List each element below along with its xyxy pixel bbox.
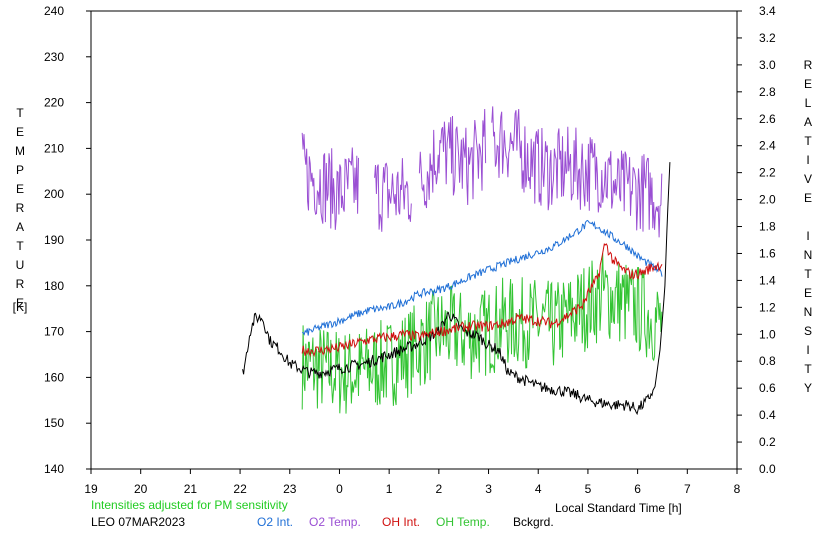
x-tick-label: 0 xyxy=(336,482,343,496)
x-tick-label: 23 xyxy=(283,482,297,496)
pm-note: Intensities adjusted for PM sensitivity xyxy=(91,498,288,512)
left-tick-label: 190 xyxy=(44,233,64,247)
o2-temp-line xyxy=(418,108,487,209)
x-tick-label: 8 xyxy=(734,482,741,496)
left-tick-label: 170 xyxy=(44,325,64,339)
right-tick-label: 1.2 xyxy=(759,300,776,314)
left-tick-label: 200 xyxy=(44,187,64,201)
o2-temp-line xyxy=(491,106,663,238)
axis-title-letter: A xyxy=(803,115,812,129)
station-date: LEO 07MAR2023 xyxy=(91,515,185,529)
x-tick-label: 2 xyxy=(436,482,443,496)
x-tick-label: 19 xyxy=(84,482,98,496)
axis-title-letter: R xyxy=(803,58,813,72)
axis-title-letter: T xyxy=(804,134,812,148)
axis-title-letter: V xyxy=(803,172,812,186)
oh-int-line xyxy=(301,243,663,358)
axis-title-letter: U xyxy=(15,258,25,272)
axis-title-letter: N xyxy=(803,305,813,319)
left-tick-label: 240 xyxy=(44,4,64,18)
right-axis-ticks: 0.0 0.2 0.4 0.6 0.8 1.0 1.2 1.4 1.6 1.8 2.0 2.2 2.4 2… xyxy=(737,4,776,476)
right-tick-label: 1.6 xyxy=(759,246,776,260)
left-axis-ticks: 140 150 160 170 180 190 200 210 220 230 240 xyxy=(44,4,91,476)
legend-item: Bckgrd. xyxy=(513,515,554,529)
left-tick-label: 180 xyxy=(44,279,64,293)
right-tick-label: 0.8 xyxy=(759,354,776,368)
axis-title-letter: E xyxy=(15,296,24,310)
axis-title-letter: E xyxy=(15,125,24,139)
axis-title-letter: I xyxy=(806,229,810,243)
x-tick-label: 20 xyxy=(134,482,148,496)
axis-title-letter: T xyxy=(16,239,24,253)
legend-item: OH Temp. xyxy=(436,515,490,529)
left-tick-label: 160 xyxy=(44,370,64,384)
axis-title-letter: M xyxy=(15,144,25,158)
o2-temp-line xyxy=(301,132,359,230)
right-tick-label: 3.4 xyxy=(759,4,776,18)
axis-title-letter: I xyxy=(806,343,810,357)
o2-temp-line xyxy=(374,158,412,232)
axis-title-letter: P xyxy=(15,163,24,177)
axis-title-letter: E xyxy=(15,182,24,196)
right-tick-label: 0.6 xyxy=(759,381,776,395)
x-tick-label: 22 xyxy=(233,482,247,496)
plot-frame xyxy=(90,10,738,470)
left-tick-label: 230 xyxy=(44,50,64,64)
right-tick-label: 2.8 xyxy=(759,85,776,99)
axis-title-letter: T xyxy=(804,362,812,376)
legend-item: O2 Temp. xyxy=(309,515,361,529)
right-tick-label: 2.6 xyxy=(759,112,776,126)
right-tick-label: 0.0 xyxy=(759,462,776,476)
series-layer xyxy=(242,106,671,416)
axis-title-letter: L xyxy=(804,96,812,110)
x-tick-label: 7 xyxy=(684,482,691,496)
axis-title-letter: R xyxy=(15,201,25,215)
left-tick-label: 210 xyxy=(44,141,64,155)
left-tick-label: 220 xyxy=(44,96,64,110)
axis-title-letter: E xyxy=(803,191,812,205)
x-tick-label: 3 xyxy=(485,482,492,496)
axis-title-letter: R xyxy=(15,277,25,291)
axis-title-letter: A xyxy=(15,220,24,234)
axis-title-letter xyxy=(801,208,815,227)
x-tick-label: 6 xyxy=(634,482,641,496)
right-tick-label: 3.2 xyxy=(759,31,776,45)
left-tick-label: 150 xyxy=(44,416,64,430)
left-axis-unit: [K] xyxy=(12,300,28,314)
right-tick-label: 2.4 xyxy=(759,139,776,153)
right-tick-label: 2.2 xyxy=(759,166,776,180)
right-tick-label: 1.4 xyxy=(759,273,776,287)
right-tick-label: 2.0 xyxy=(759,193,776,207)
axis-title-letter: E xyxy=(803,286,812,300)
right-tick-label: 1.0 xyxy=(759,327,776,341)
bckgrd-line xyxy=(242,162,671,416)
axis-title-letter: T xyxy=(804,267,812,281)
right-tick-label: 0.4 xyxy=(759,408,776,422)
axis-title-letter: E xyxy=(803,77,812,91)
x-axis-ticks: 19 20 21 22 23 0 1 2 3 4 5 6 7 8 xyxy=(84,469,741,496)
right-tick-label: 1.8 xyxy=(759,220,776,234)
left-tick-label: 140 xyxy=(44,462,64,476)
right-tick-label: 0.2 xyxy=(759,435,776,449)
x-tick-label: 21 xyxy=(184,482,198,496)
right-tick-label: 3.0 xyxy=(759,58,776,72)
x-tick-label: 5 xyxy=(585,482,592,496)
x-axis-title: Local Standard Time [h] xyxy=(555,501,682,515)
o2-int-line xyxy=(301,219,663,336)
legend-item: OH Int. xyxy=(382,515,420,529)
legend-item: O2 Int. xyxy=(257,515,293,529)
x-tick-label: 4 xyxy=(535,482,542,496)
axis-title-letter: N xyxy=(803,248,813,262)
axis-title-letter: I xyxy=(806,153,810,167)
legend: O2 Int. O2 Temp. OH Int. OH Temp. Bckgrd. xyxy=(257,515,554,529)
axis-title-letter: S xyxy=(803,324,812,338)
axis-title-letter: Y xyxy=(803,381,812,395)
x-tick-label: 1 xyxy=(386,482,393,496)
axis-title-letter: T xyxy=(16,106,24,120)
oh-temp-line xyxy=(301,253,663,414)
